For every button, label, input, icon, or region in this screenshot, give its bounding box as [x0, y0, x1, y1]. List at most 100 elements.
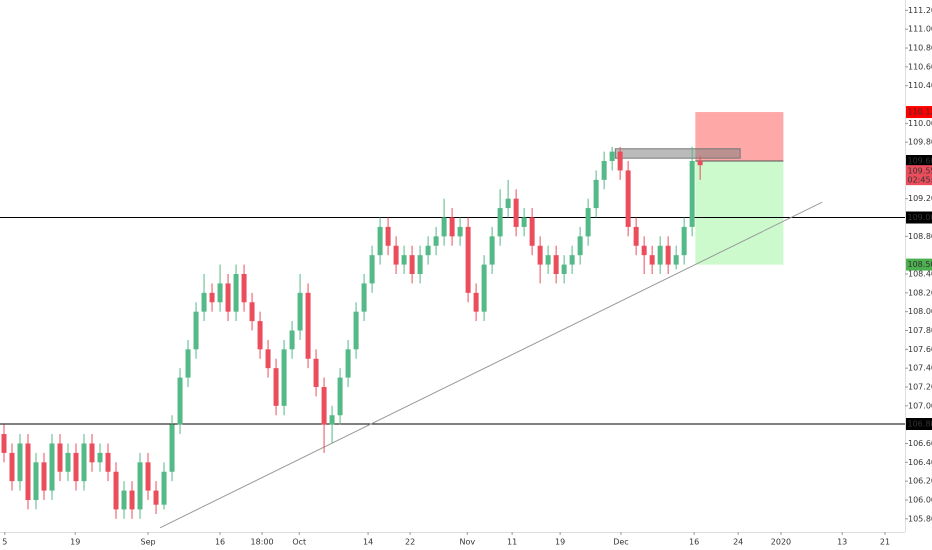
stop-price-bg — [906, 106, 932, 119]
candle-body — [609, 151, 615, 162]
line-price-bg — [906, 211, 932, 224]
y-tick-label: 105.800 — [908, 514, 932, 523]
candle-body — [401, 255, 407, 265]
line-price-bg — [906, 417, 932, 430]
y-tick-label: 106.400 — [908, 458, 932, 467]
target-price-bg — [906, 258, 932, 271]
candle-body — [337, 377, 343, 416]
candle-body — [529, 217, 535, 246]
candle-body — [593, 179, 599, 209]
x-tick-label: 21 — [880, 538, 890, 547]
y-tick-label: 110.400 — [908, 81, 932, 90]
candle-body — [65, 452, 71, 472]
candle-body — [257, 321, 263, 350]
y-tick-label: 106.200 — [908, 477, 932, 486]
candle-body — [361, 283, 367, 312]
candle-body — [369, 255, 375, 284]
candle-body — [569, 255, 575, 265]
x-tick-label: 16 — [215, 538, 225, 547]
candle-body — [649, 255, 655, 265]
candle-body — [201, 292, 207, 312]
trendline — [159, 201, 823, 529]
candle-body — [25, 443, 31, 500]
candle-body — [353, 311, 359, 350]
candle-body — [465, 226, 471, 293]
candle-body — [73, 452, 79, 482]
candle-body — [161, 471, 167, 505]
candle-body — [377, 226, 383, 256]
x-tick-label: 24 — [733, 538, 743, 547]
candle-body — [689, 161, 695, 227]
line-price-label: 109.000 — [908, 213, 932, 222]
countdown: 02:45:34 — [908, 176, 932, 185]
candle-body — [425, 245, 431, 256]
candle-body — [545, 255, 551, 265]
candle-body — [553, 255, 559, 275]
candle-body — [625, 170, 631, 227]
candle-body — [185, 349, 191, 378]
candle-body — [193, 311, 199, 350]
y-tick-label: 108.400 — [908, 270, 932, 279]
y-tick-label: 110.600 — [908, 62, 932, 71]
candle-body — [577, 236, 583, 256]
candle-body — [105, 452, 111, 472]
candle-body — [81, 443, 87, 482]
candle-body — [345, 349, 351, 378]
candle-body — [97, 452, 103, 463]
y-tick-label: 107.800 — [908, 326, 932, 335]
y-tick-label: 110.800 — [908, 44, 932, 53]
candle-body — [313, 358, 319, 387]
x-tick-label: 19 — [70, 538, 80, 547]
y-tick-label: 111.000 — [908, 25, 932, 34]
last-price-bg — [906, 165, 932, 186]
x-tick-label: 16 — [689, 538, 699, 547]
candle-body — [433, 236, 439, 246]
candle-body — [169, 424, 175, 472]
last-price-label: 109.556 — [908, 167, 932, 176]
x-tick-label: 2020 — [771, 538, 791, 547]
candle-body — [209, 292, 215, 303]
candle-body — [321, 386, 327, 425]
candle-body — [249, 302, 255, 322]
y-tick-label: 109.200 — [908, 194, 932, 203]
x-tick-label: 13 — [837, 538, 847, 547]
y-tick-label: 107.400 — [908, 364, 932, 373]
x-tick-label: 22 — [405, 538, 415, 547]
candle-body — [489, 236, 495, 265]
y-tick-label: 107.600 — [908, 345, 932, 354]
candle-body — [273, 368, 279, 406]
candle-body — [657, 245, 663, 265]
y-tick-label: 107.000 — [908, 401, 932, 410]
candle-body — [129, 490, 135, 510]
candle-body — [665, 245, 671, 265]
candle-body — [121, 490, 127, 510]
entry-price-label: 109.600 — [908, 157, 932, 166]
candle-body — [265, 349, 271, 369]
x-tick-label: 14 — [363, 538, 373, 547]
candle-body — [297, 292, 303, 331]
candle-body — [289, 330, 295, 350]
candle-body — [697, 161, 703, 166]
candle-body — [1, 434, 7, 453]
x-tick-label: Dec — [613, 538, 628, 547]
y-tick-label: 107.200 — [908, 382, 932, 391]
candle-body — [473, 292, 479, 312]
candle-body — [9, 452, 15, 482]
candle-body — [33, 462, 39, 500]
candle-body — [513, 198, 519, 227]
candle-body — [537, 245, 543, 265]
y-tick-label: 106.600 — [908, 439, 932, 448]
y-tick-label: 111.200 — [908, 6, 932, 15]
x-tick-label: Oct — [292, 538, 306, 547]
candle-body — [409, 255, 415, 275]
candle-body — [281, 349, 287, 406]
candle-body — [233, 274, 239, 312]
candle-body — [241, 274, 247, 303]
candle-body — [441, 217, 447, 237]
candle-body — [153, 490, 159, 505]
candle-body — [417, 255, 423, 275]
candle-body — [145, 462, 151, 491]
candle-body — [137, 462, 143, 510]
resistance-zone — [614, 148, 741, 159]
